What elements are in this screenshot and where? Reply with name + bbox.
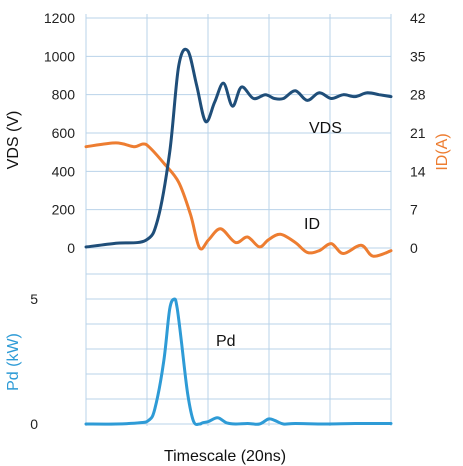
id-tick-label: 35 [410, 48, 426, 64]
top-panel-right-ticks: 0 7 14 21 28 35 42 [410, 10, 426, 256]
id-axis-title: ID(A) [434, 133, 451, 170]
vds-annotation: VDS [309, 120, 342, 137]
top-panel-grid [85, 14, 392, 426]
bottom-panel-left-ticks: 05 [30, 291, 38, 432]
id-tick-label: 28 [410, 87, 426, 103]
bottom-panel-grid [86, 273, 391, 425]
x-axis-title: Timescale (20ns) [164, 448, 286, 465]
id-series-line [84, 141, 393, 258]
pd-tick-label: 0 [30, 416, 38, 432]
vds-tick-label: 400 [52, 163, 76, 179]
vds-series-line [84, 47, 393, 249]
vds-tick-label: 1200 [44, 10, 75, 26]
id-tick-label: 21 [410, 125, 426, 141]
id-tick-label: 7 [410, 202, 418, 218]
vds-tick-label: 1000 [44, 48, 75, 64]
vds-tick-label: 600 [52, 125, 76, 141]
vds-tick-label: 200 [52, 202, 76, 218]
pd-axis-title: Pd (kW) [5, 333, 22, 391]
id-tick-label: 0 [410, 240, 418, 256]
pd-annotation: Pd [216, 333, 236, 350]
series-layer [84, 47, 393, 427]
id-tick-label: 14 [410, 163, 426, 179]
pd-series-line [84, 297, 393, 427]
id-annotation: ID [304, 216, 320, 233]
vds-tick-label: 0 [67, 240, 75, 256]
pd-tick-label: 5 [30, 291, 38, 307]
vds-tick-label: 800 [52, 87, 76, 103]
vds-axis-title: VDS (V) [5, 111, 22, 170]
top-panel-left-ticks: 0 200 400 600 800 1000 1200 [44, 10, 75, 256]
id-tick-label: 42 [410, 10, 426, 26]
